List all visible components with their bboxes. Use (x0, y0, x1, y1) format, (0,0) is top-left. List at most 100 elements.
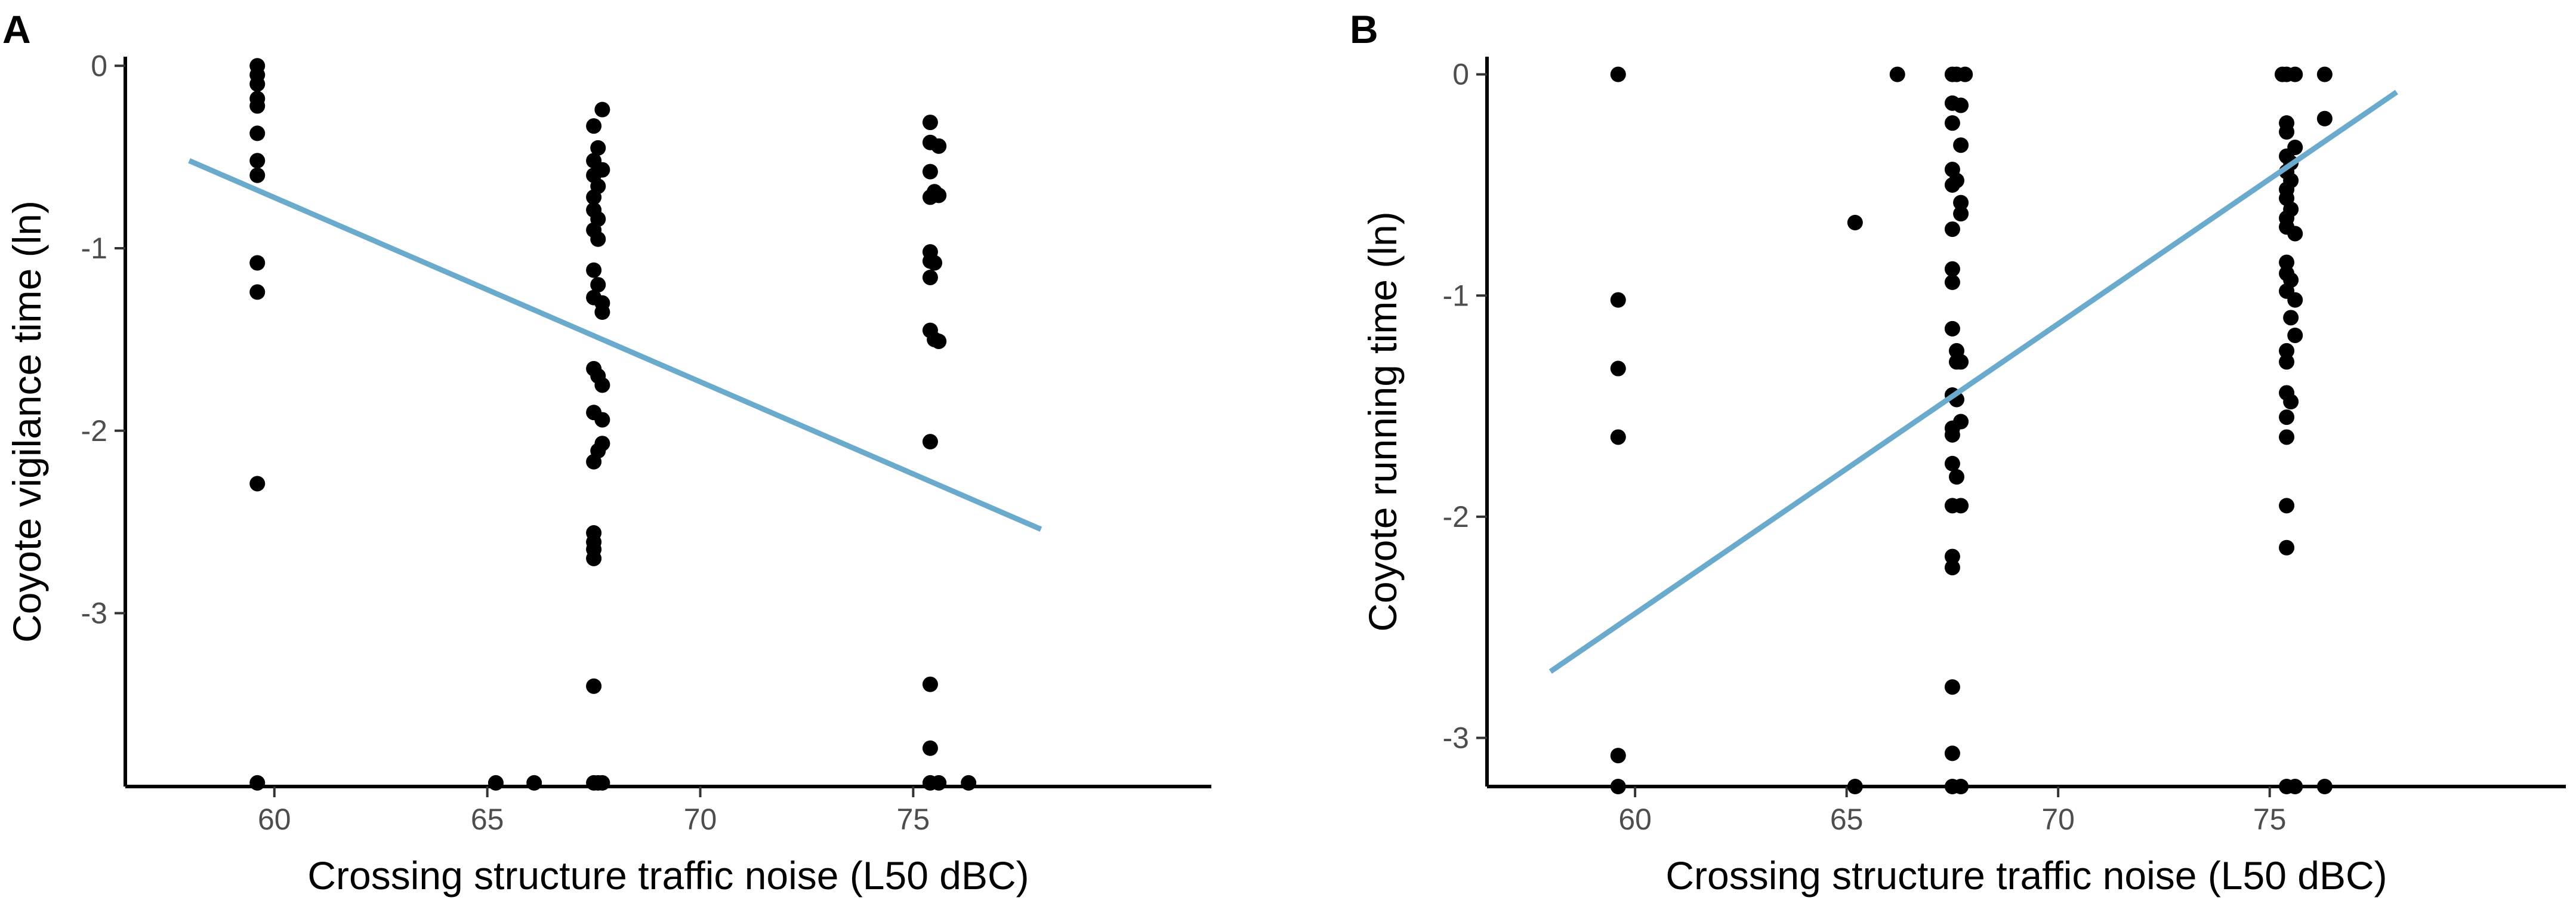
data-point (1949, 469, 1965, 485)
data-point (2279, 409, 2295, 425)
data-point (931, 333, 947, 349)
data-point (1953, 97, 1969, 113)
data-point (922, 434, 938, 450)
data-point (1944, 221, 1960, 238)
data-point (586, 262, 602, 278)
data-point (931, 138, 947, 154)
x-axis-title: Crossing structure traffic noise (L50 dB… (307, 853, 1029, 898)
data-point (249, 98, 266, 114)
y-tick-label: -1 (1443, 279, 1469, 312)
data-point (1944, 275, 1960, 291)
y-tick-label: 0 (1452, 58, 1469, 91)
x-tick-label: 75 (2253, 803, 2287, 836)
data-point (1953, 137, 1969, 153)
data-point (249, 153, 266, 169)
data-point (594, 101, 610, 118)
data-point (922, 676, 938, 692)
data-point (526, 775, 542, 791)
panel-label: A (2, 7, 31, 51)
panel-a: A 0 -1 -2 -3 60 65 70 75 Crossing structure traff… (2, 7, 1211, 898)
data-point (1847, 214, 1863, 230)
data-point (2279, 254, 2295, 270)
data-point (1944, 745, 1960, 761)
data-point (2287, 66, 2303, 82)
data-point (927, 255, 943, 271)
data-point (594, 304, 610, 320)
data-point (1944, 427, 1960, 443)
data-point (2287, 779, 2303, 794)
data-point (2279, 539, 2295, 556)
data-point (586, 118, 602, 134)
data-point (1889, 66, 1905, 82)
data-point (2279, 343, 2295, 359)
x-tick-label: 75 (897, 803, 930, 836)
data-point (1944, 320, 1960, 337)
data-point (1944, 455, 1960, 471)
data-point (1610, 748, 1626, 764)
regression-line (1548, 90, 2398, 674)
data-point (1953, 498, 1969, 514)
panel-label: B (1350, 7, 1378, 51)
x-tick-label: 60 (258, 803, 291, 836)
data-point (488, 775, 504, 791)
data-point (922, 269, 938, 285)
x-tick-label: 65 (471, 803, 504, 836)
data-point (922, 115, 938, 131)
data-point (249, 255, 266, 271)
data-point (2287, 292, 2303, 308)
y-tick-label: 0 (91, 49, 107, 82)
y-tick-label: -2 (81, 414, 107, 448)
data-point (1953, 779, 1969, 794)
y-tick-label: -2 (1443, 500, 1469, 533)
data-point (2283, 394, 2299, 410)
data-point (1944, 261, 1960, 277)
data-point (1610, 66, 1626, 82)
data-point (2279, 498, 2295, 514)
data-point (2316, 110, 2333, 127)
data-point (249, 125, 266, 141)
data-point (586, 189, 602, 205)
data-point (1944, 560, 1960, 576)
data-point (2316, 66, 2333, 82)
data-point (2283, 310, 2299, 326)
data-point (961, 775, 977, 791)
x-axis-title: Crossing structure traffic noise (L50 dB… (1665, 853, 2387, 898)
regression-line (188, 158, 1042, 532)
data-point (1847, 779, 1863, 794)
data-point (1953, 206, 1969, 222)
data-point (2287, 327, 2303, 343)
data-point (249, 76, 266, 92)
x-tick-label: 70 (684, 803, 717, 836)
data-point (1957, 66, 1973, 82)
data-point (594, 377, 610, 393)
data-point (1610, 360, 1626, 377)
data-point (1953, 195, 1969, 211)
data-point (590, 231, 606, 247)
data-point (249, 775, 266, 791)
data-point (1944, 548, 1960, 565)
data-point (1610, 292, 1626, 308)
data-point (922, 740, 938, 756)
data-point (249, 284, 266, 300)
data-point (1610, 779, 1626, 794)
x-tick-label: 70 (2041, 803, 2075, 836)
data-point (2279, 354, 2295, 370)
y-axis-title: Coyote vigilance time (ln) (5, 201, 49, 643)
data-point (1944, 679, 1960, 695)
data-point (590, 140, 606, 156)
data-point (249, 476, 266, 492)
data-point (1944, 177, 1960, 193)
data-point (1610, 429, 1626, 445)
y-tick-label: -1 (81, 232, 107, 265)
data-point (922, 164, 938, 180)
data-point (2316, 779, 2333, 794)
y-tick-label: -3 (1443, 721, 1469, 754)
y-axis-title: Coyote running time (ln) (1361, 211, 1405, 631)
panel-b: B 0 -1 -2 -3 60 65 70 75 Crossing structure traff… (1350, 7, 2566, 898)
data-point (249, 167, 266, 183)
data-point (2279, 429, 2295, 445)
data-point (594, 775, 610, 791)
data-point (1944, 115, 1960, 131)
